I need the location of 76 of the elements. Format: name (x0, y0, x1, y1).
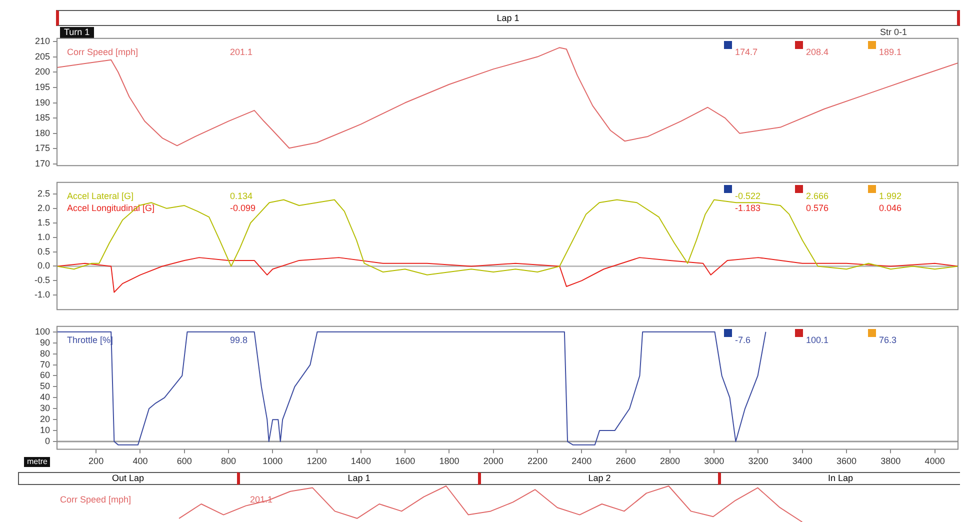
y-tick-label: 200 (34, 66, 50, 77)
y-tick-label: 60 (40, 370, 50, 380)
y-tick-label: 195 (34, 82, 50, 92)
annotation: -1.183 (735, 202, 761, 213)
x-tick-label: 2000 (483, 456, 504, 466)
series-label: Corr Speed [mph] (67, 46, 138, 57)
y-tick-label: 1.0 (37, 232, 50, 242)
x-tick-label: 4000 (924, 456, 945, 466)
annotation: 208.4 (806, 46, 829, 57)
y-tick-label: 175 (34, 143, 50, 154)
y-tick-label: 40 (40, 392, 50, 402)
text: Corr Speed [mph] (60, 494, 132, 504)
x-tick-label: 1600 (395, 456, 416, 466)
annotation: 0.046 (879, 202, 902, 213)
x-tick-label: 3000 (704, 456, 724, 466)
y-tick-label: 0 (44, 436, 50, 446)
y-tick-label: 90 (40, 337, 50, 348)
y-tick-label: 170 (34, 158, 50, 169)
annotation: 0.134 (230, 190, 253, 201)
x-tick-label: 200 (88, 456, 104, 466)
text: Turn 1 (60, 27, 94, 38)
annotation: 100.1 (806, 334, 829, 345)
annotation: 76.3 (879, 334, 897, 345)
x-tick-label: 2800 (660, 456, 680, 466)
y-tick-label: 80 (40, 348, 50, 358)
y-tick-label: 2.5 (37, 188, 50, 198)
x-tick-label: 400 (132, 456, 148, 466)
x-tick-label: 2600 (616, 456, 636, 466)
y-tick-label: 0.0 (37, 260, 50, 271)
y-tick-label: 10 (40, 425, 50, 436)
y-tick-label: 2.0 (37, 202, 50, 213)
x-tick-label: 1800 (439, 456, 460, 466)
x-tick-label: 1400 (350, 456, 371, 466)
x-tick-label: 600 (176, 456, 192, 466)
annotation: -7.6 (735, 334, 751, 345)
y-tick-label: -1.0 (34, 290, 50, 300)
annotation: -0.522 (735, 190, 761, 201)
x-tick-label: 1200 (306, 456, 327, 466)
annotation: -0.099 (230, 202, 256, 213)
y-tick-label: 0.5 (37, 246, 50, 256)
y-tick-label: 20 (40, 414, 50, 424)
annotation: 201.1 (230, 46, 253, 57)
annotation: 0.576 (806, 202, 829, 213)
x-tick-label: 1000 (262, 456, 283, 466)
y-tick-label: 70 (40, 359, 50, 370)
x-tick-label: 800 (220, 456, 236, 466)
y-tick-label: 30 (40, 403, 50, 414)
x-tick-label: 3600 (836, 456, 857, 466)
x-tick-label: 2200 (528, 456, 548, 466)
text: Lap 2 (478, 472, 718, 485)
annotation: 174.7 (735, 46, 758, 57)
text: Out Lap (18, 472, 237, 485)
x-tick-label: 3200 (748, 456, 768, 466)
annotation: 1.992 (879, 190, 902, 201)
x-tick-label: 3800 (880, 456, 901, 466)
annotation: 99.8 (230, 334, 248, 345)
y-tick-label: 185 (34, 112, 50, 123)
text: Lap 1 (237, 472, 478, 485)
annotation: 2.666 (806, 190, 829, 201)
text: In Lap (718, 472, 960, 485)
y-tick-label: -0.5 (34, 275, 50, 286)
text: Str 0-1 (880, 27, 908, 38)
y-tick-label: 100 (34, 326, 50, 336)
text: Lap 1 (56, 10, 960, 26)
y-tick-label: 205 (34, 51, 50, 62)
y-tick-label: 190 (34, 97, 50, 108)
y-tick-label: 50 (40, 381, 50, 392)
x-axis-title: metre (24, 457, 50, 467)
x-tick-label: 3400 (792, 456, 812, 466)
annotation: 189.1 (879, 46, 902, 57)
x-tick-label: 2400 (572, 456, 592, 466)
y-tick-label: 180 (34, 128, 50, 138)
annotation: 201.1 (250, 494, 273, 504)
y-tick-label: 210 (34, 36, 50, 46)
y-tick-label: 1.5 (37, 217, 50, 228)
series-label: Accel Lateral [G] (67, 190, 134, 201)
